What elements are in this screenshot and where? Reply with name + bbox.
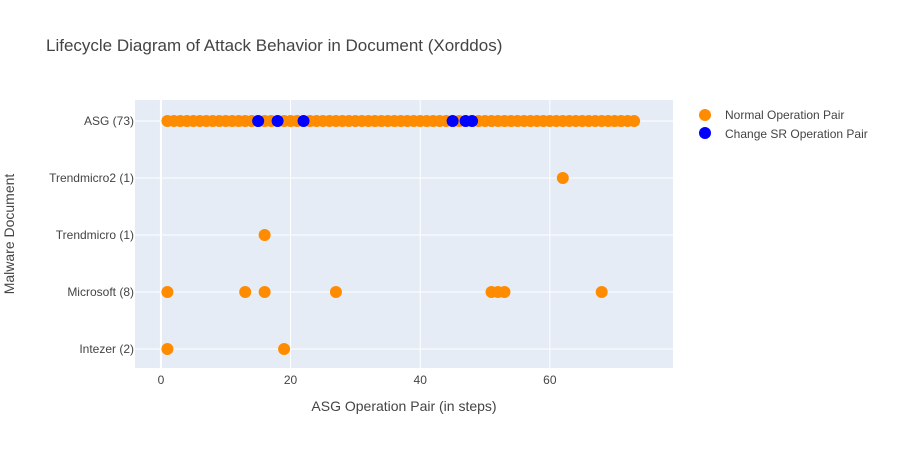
legend-item-normal[interactable]: Normal Operation Pair	[699, 108, 844, 122]
normal-operation-point[interactable]	[161, 286, 174, 298]
normal-operation-point[interactable]	[258, 229, 271, 241]
y-tick-label: Intezer (2)	[79, 342, 134, 356]
y-tick-label: Trendmicro (1)	[56, 228, 134, 242]
normal-operation-point[interactable]	[628, 115, 641, 127]
normal-operation-point[interactable]	[329, 286, 342, 298]
plot-area	[135, 100, 673, 368]
change-sr-operation-point[interactable]	[446, 115, 459, 127]
y-tick-label: Trendmicro2 (1)	[49, 171, 134, 185]
tick-labels: 0 20 40 60 Intezer (2) Microsoft (8) Trendmicr…	[49, 114, 557, 387]
x-tick-label: 60	[543, 373, 557, 387]
change-sr-operation-point[interactable]	[252, 115, 265, 127]
legend-item-change-sr[interactable]: Change SR Operation Pair	[699, 127, 868, 141]
legend-label-change-sr: Change SR Operation Pair	[725, 127, 868, 141]
legend[interactable]: Normal Operation Pair Change SR Operatio…	[699, 108, 868, 141]
x-tick-label: 0	[158, 373, 165, 387]
normal-operation-point[interactable]	[258, 286, 271, 298]
legend-marker-normal	[699, 109, 711, 121]
y-tick-label: ASG (73)	[84, 114, 134, 128]
x-tick-label: 20	[284, 373, 298, 387]
normal-operation-point[interactable]	[278, 343, 291, 355]
legend-label-normal: Normal Operation Pair	[725, 108, 844, 122]
y-tick-label: Microsoft (8)	[67, 285, 134, 299]
normal-operation-point[interactable]	[595, 286, 608, 298]
x-tick-label: 40	[414, 373, 428, 387]
data-points	[161, 115, 641, 355]
normal-operation-point[interactable]	[498, 286, 511, 298]
change-sr-operation-point[interactable]	[271, 115, 284, 127]
legend-marker-change-sr	[699, 127, 711, 139]
chart-title: Lifecycle Diagram of Attack Behavior in …	[46, 36, 502, 55]
x-axis-label: ASG Operation Pair (in steps)	[311, 398, 496, 414]
y-axis-label: Malware Document	[1, 174, 17, 295]
normal-operation-point[interactable]	[239, 286, 252, 298]
normal-operation-point[interactable]	[161, 343, 174, 355]
change-sr-operation-point[interactable]	[297, 115, 310, 127]
change-sr-operation-point[interactable]	[466, 115, 479, 127]
normal-operation-point[interactable]	[556, 172, 569, 184]
